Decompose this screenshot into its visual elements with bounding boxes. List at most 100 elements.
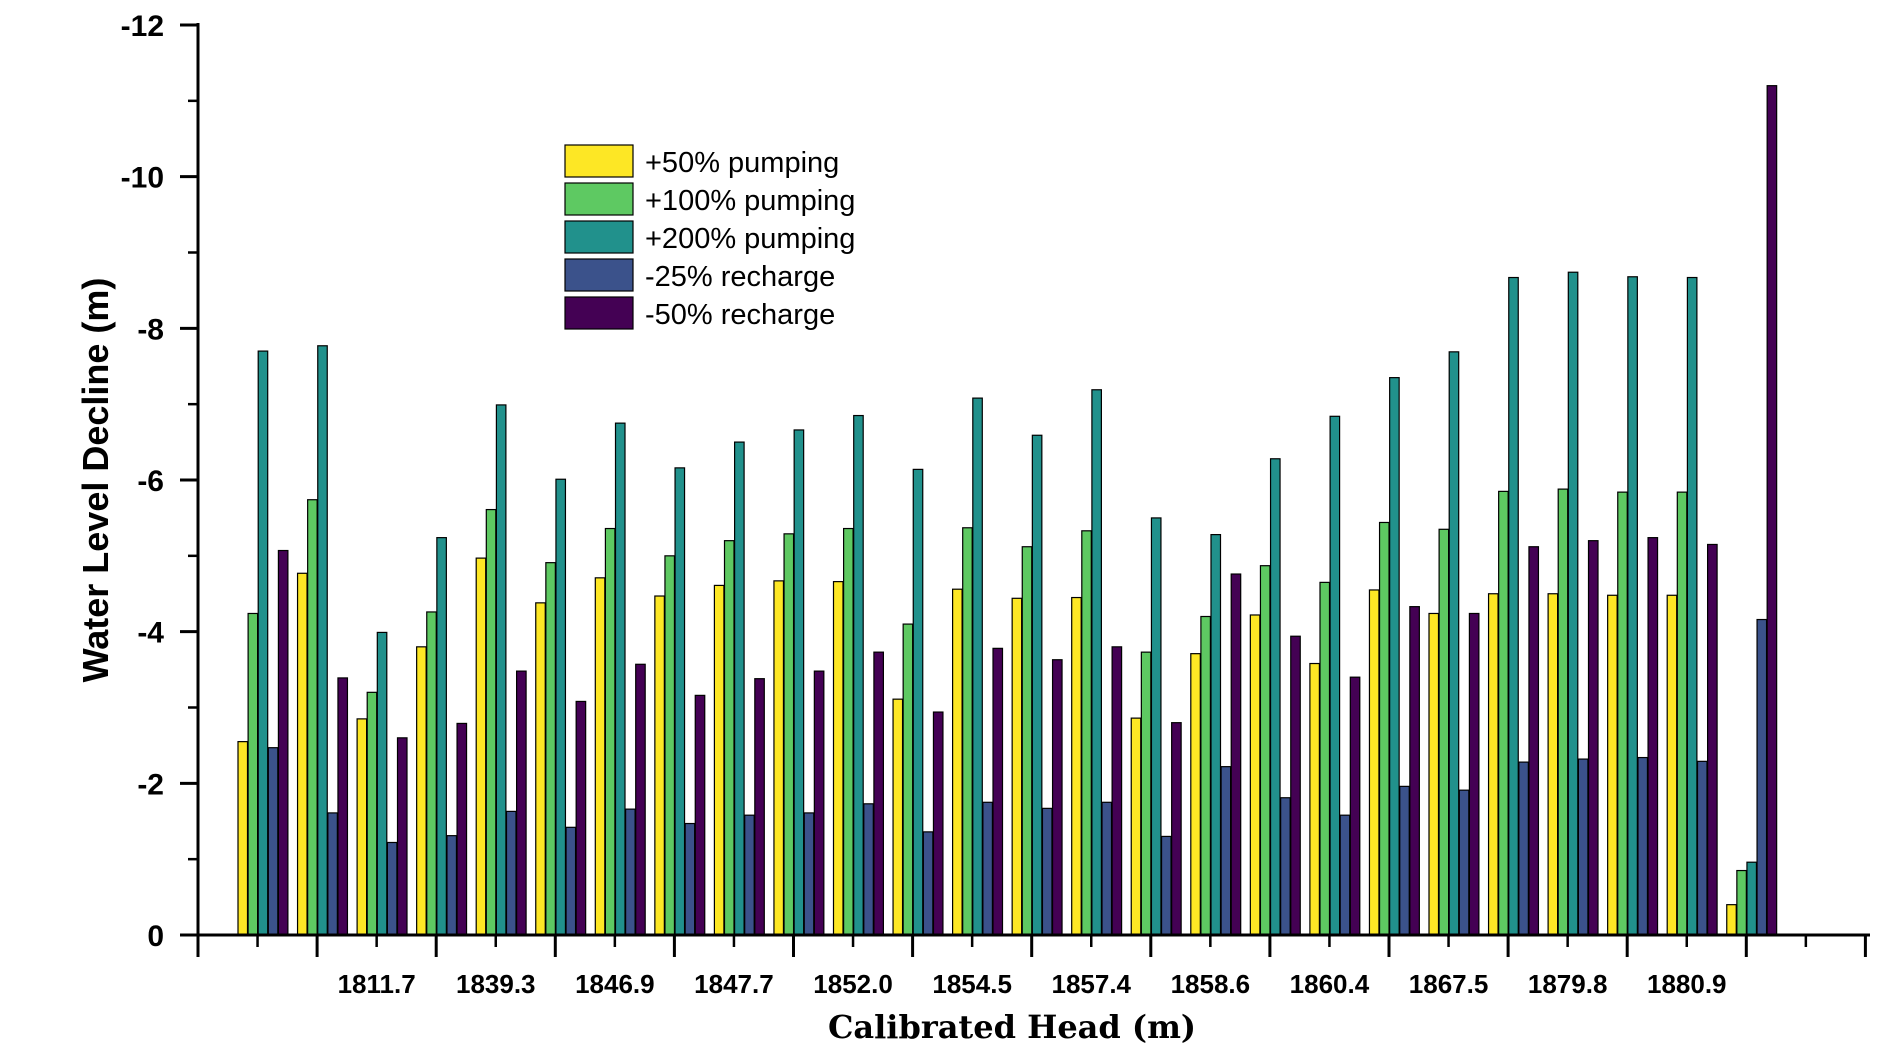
- bar-2-12: [972, 397, 983, 936]
- x-tick-label: 1858.6: [1171, 969, 1251, 999]
- bar-2-5: [555, 478, 567, 936]
- bar-0-25: [1726, 904, 1737, 936]
- bar-4-16: [1230, 573, 1242, 936]
- bar-2-8: [733, 441, 745, 936]
- bar-3-5: [565, 826, 577, 936]
- bar-1-18: [1319, 581, 1331, 936]
- bar-3-3: [446, 835, 458, 936]
- bar-4-11: [932, 711, 944, 936]
- bar-3-22: [1577, 758, 1589, 936]
- bar-1-8: [723, 540, 735, 936]
- bar-4-17: [1290, 635, 1301, 936]
- bar-4-0: [277, 549, 289, 936]
- bar-3-14: [1101, 801, 1113, 936]
- bar-2-2: [376, 631, 388, 936]
- bar-2-0: [257, 350, 269, 936]
- bar-2-3: [436, 537, 447, 936]
- x-tick-label: 1879.8: [1528, 969, 1608, 999]
- bar-3-17: [1280, 797, 1291, 936]
- bar-3-25: [1756, 618, 1768, 936]
- bar-0-17: [1249, 614, 1261, 936]
- bar-0-22: [1547, 593, 1559, 936]
- bar-0-24: [1666, 594, 1678, 936]
- legend-swatch-0: [564, 144, 634, 178]
- bar-4-9: [813, 670, 825, 936]
- bar-4-8: [754, 678, 765, 936]
- bar-1-20: [1438, 528, 1450, 936]
- x-axis-title: Calibrated Head (m): [828, 1008, 1196, 1046]
- bar-4-20: [1468, 612, 1480, 936]
- y-tick-label: -8: [137, 313, 164, 346]
- bar-0-8: [713, 584, 725, 936]
- bar-4-1: [337, 677, 349, 936]
- legend-label-0: +50% pumping: [645, 147, 839, 179]
- bar-4-24: [1706, 543, 1718, 936]
- bar-2-7: [674, 467, 686, 936]
- bar-4-21: [1528, 546, 1540, 936]
- bar-4-15: [1171, 722, 1182, 936]
- bar-4-14: [1111, 646, 1123, 936]
- bar-0-11: [892, 698, 904, 936]
- bar-0-7: [654, 595, 665, 936]
- bar-0-10: [832, 581, 844, 936]
- bar-2-9: [793, 429, 805, 936]
- bar-4-7: [694, 694, 706, 936]
- bar-3-7: [684, 822, 696, 936]
- bar-3-16: [1220, 766, 1232, 936]
- y-tick-label: -4: [137, 617, 164, 650]
- y-tick-label: -10: [121, 162, 164, 195]
- bar-3-12: [982, 801, 994, 936]
- bar-1-12: [962, 527, 973, 936]
- bar-1-2: [366, 691, 378, 936]
- bar-1-0: [247, 612, 259, 936]
- bar-2-22: [1567, 271, 1579, 936]
- x-tick-label: 1852.0: [813, 969, 893, 999]
- bar-2-16: [1210, 533, 1222, 936]
- bar-1-4: [485, 508, 497, 936]
- bar-0-3: [416, 646, 427, 936]
- bar-2-19: [1389, 377, 1400, 936]
- bar-1-23: [1617, 491, 1628, 936]
- bar-0-21: [1487, 593, 1499, 936]
- bar-3-11: [922, 831, 934, 936]
- bar-2-18: [1329, 415, 1341, 936]
- x-tick-label: 1880.9: [1647, 969, 1727, 999]
- x-tick-label: 1847.7: [694, 969, 774, 999]
- bar-0-2: [356, 718, 368, 936]
- bar-0-23: [1607, 594, 1618, 936]
- bar-1-14: [1081, 530, 1092, 936]
- bar-1-24: [1676, 491, 1688, 936]
- bar-4-23: [1647, 537, 1659, 936]
- legend-label-3: -25% recharge: [645, 261, 835, 293]
- bar-2-17: [1269, 458, 1281, 936]
- legend-label-1: +100% pumping: [645, 185, 855, 217]
- bar-4-25: [1766, 85, 1778, 936]
- bar-0-5: [535, 602, 546, 936]
- bar-3-6: [624, 808, 636, 936]
- bar-0-19: [1368, 589, 1380, 936]
- bar-2-4: [495, 404, 507, 936]
- bar-3-23: [1637, 756, 1649, 936]
- bar-4-18: [1349, 676, 1361, 936]
- y-tick-label: 0: [147, 920, 164, 953]
- bar-1-5: [545, 562, 556, 936]
- bar-2-15: [1150, 517, 1162, 936]
- bar-0-0: [237, 741, 249, 936]
- bar-series-group: [237, 85, 1778, 936]
- bar-2-21: [1508, 276, 1519, 936]
- bar-4-13: [1051, 659, 1063, 936]
- x-tick-label: 1839.3: [456, 969, 536, 999]
- bar-1-7: [664, 555, 676, 936]
- x-tick-label: 1854.5: [932, 969, 1012, 999]
- bar-3-20: [1458, 789, 1470, 936]
- legend-swatch-3: [564, 258, 634, 292]
- x-tick-label: 1860.4: [1290, 969, 1370, 999]
- bar-3-21: [1518, 761, 1529, 936]
- bar-0-6: [594, 577, 606, 936]
- bar-0-18: [1309, 662, 1321, 936]
- bar-1-13: [1021, 546, 1033, 936]
- bar-0-16: [1190, 653, 1201, 936]
- bar-0-9: [773, 580, 785, 936]
- bar-1-3: [426, 611, 437, 936]
- bar-0-4: [475, 557, 487, 936]
